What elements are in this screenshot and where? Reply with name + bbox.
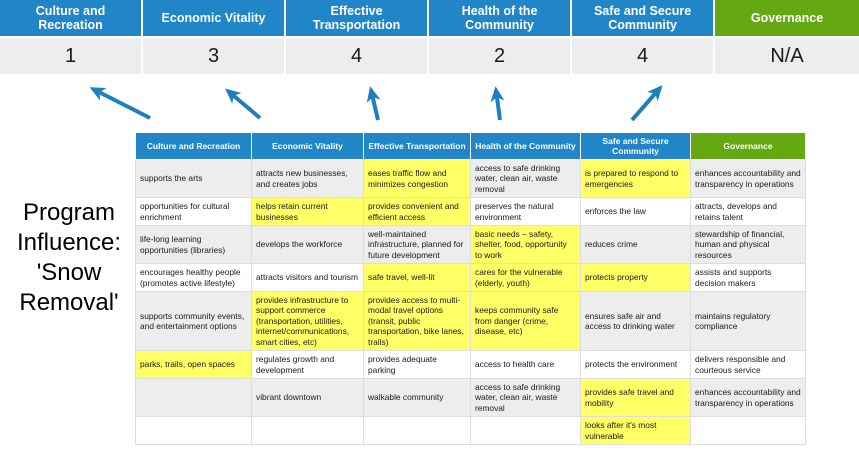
matrix-cell: life-long learning opportunities (librar… [135,225,252,265]
matrix-cell [690,416,806,445]
matrix-cell: regulates growth and development [251,350,364,379]
scorecard-header-economic-vitality: Economic Vitality [143,0,287,36]
matrix-body: supports the arts attracts new businesse… [135,158,806,445]
scorecard-column-safe-and-secure-community: Safe and Secure Community 4 [572,0,716,74]
matrix-row: opportunities for cultural enrichment he… [135,197,806,227]
scorecard-header-effective-transportation: Effective Transportation [286,0,430,36]
matrix-row: parks, trails, open spaces regulates gro… [135,350,806,379]
matrix-cell: access to health care [470,350,581,379]
scorecard-header-safe-and-secure-community: Safe and Secure Community [572,0,716,36]
matrix-cell [363,416,471,445]
matrix-cell: helps retain current businesses [251,197,364,227]
matrix-header-safe-and-secure-community: Safe and Secure Community [580,132,691,160]
matrix-cell: enhances accountability and transparency… [690,377,806,418]
caption-line-2: Influence: [16,229,122,256]
matrix-header-health-of-the-community: Health of the Community [470,132,581,160]
matrix-cell: keeps community safe from danger (crime,… [470,291,581,352]
matrix-cell: enhances accountability and transparency… [690,158,806,199]
matrix-cell [135,377,252,418]
matrix-cell: is prepared to respond to emergencies [580,158,691,199]
matrix-cell: access to safe drinking water, clean air… [470,158,581,199]
matrix-row: looks after it's most vulnerable [135,416,806,445]
scorecard-header-culture-and-recreation: Culture and Recreation [0,0,144,36]
caption-line-4: Removal' [19,289,119,316]
matrix-cell [135,416,252,445]
matrix-cell: looks after it's most vulnerable [580,416,691,445]
matrix-cell: provides convenient and efficient access [363,197,471,227]
scorecard-column-health-of-the-community: Health of the Community 2 [429,0,573,74]
scorecard-header-health-of-the-community: Health of the Community [429,0,573,36]
scorecard-value-effective-transportation: 4 [286,36,430,74]
matrix-cell: reduces crime [580,225,691,265]
matrix-cell: provides adequate parking [363,350,471,379]
matrix-cell: provides safe travel and mobility [580,377,691,418]
scorecard-column-governance: Governance N/A [715,0,859,74]
scorecard-value-culture-and-recreation: 1 [0,36,144,74]
program-influence-matrix: Culture and Recreation Economic Vitality… [135,132,806,445]
matrix-row: life-long learning opportunities (librar… [135,225,806,265]
matrix-cell: maintains regulatory compliance [690,291,806,352]
matrix-cell: cares for the vulnerable (elderly, youth… [470,263,581,293]
matrix-cell: attracts, develops and retains talent [690,197,806,227]
matrix-cell: enforces the law [580,197,691,227]
scorecard-value-health-of-the-community: 2 [429,36,573,74]
matrix-cell: provides infrastructure to support comme… [251,291,364,352]
matrix-row: supports the arts attracts new businesse… [135,158,806,199]
matrix-cell: opportunities for cultural enrichment [135,197,252,227]
matrix-cell: stewardship of financial, human and phys… [690,225,806,265]
matrix-cell: delivers responsible and courteous servi… [690,350,806,379]
scorecard-divider [0,76,859,80]
matrix-header-effective-transportation: Effective Transportation [363,132,471,160]
matrix-cell: encourages healthy people (promotes acti… [135,263,252,293]
matrix-cell [470,416,581,445]
matrix-cell: protects the environment [580,350,691,379]
matrix-cell: protects property [580,263,691,293]
matrix-row: supports community events, and entertain… [135,291,806,352]
connector-arrow-2 [225,88,262,120]
matrix-row: vibrant downtown walkable community acce… [135,377,806,418]
matrix-cell: basic needs – safety, shelter, food, opp… [470,225,581,265]
matrix-header-economic-vitality: Economic Vitality [251,132,364,160]
matrix-cell: develops the workforce [251,225,364,265]
matrix-cell: provides access to multi-modal travel op… [363,291,471,352]
matrix-cell: supports the arts [135,158,252,199]
matrix-cell: eases traffic flow and minimizes congest… [363,158,471,199]
scorecard-column-economic-vitality: Economic Vitality 3 [143,0,287,74]
matrix-cell: parks, trails, open spaces [135,350,252,379]
matrix-cell: ensures safe air and access to drinking … [580,291,691,352]
strategic-priorities-scorecard: Culture and Recreation 1 Economic Vitali… [0,0,859,74]
matrix-header-governance: Governance [690,132,806,160]
matrix-cell: access to safe drinking water, clean air… [470,377,581,418]
connector-arrow-3 [366,86,381,121]
matrix-cell: supports community events, and entertain… [135,291,252,352]
matrix-row: encourages healthy people (promotes acti… [135,263,806,293]
matrix-cell: preserves the natural environment [470,197,581,227]
scorecard-column-effective-transportation: Effective Transportation 4 [286,0,430,74]
matrix-cell: well-maintained infrastructure, planned … [363,225,471,265]
connector-arrow-5 [630,85,663,122]
scorecard-column-culture-and-recreation: Culture and Recreation 1 [0,0,144,74]
caption-line-3: 'Snow [36,259,102,286]
scorecard-value-economic-vitality: 3 [143,36,287,74]
connector-arrow-4 [490,86,505,121]
matrix-cell: assists and supports decision makers [690,263,806,293]
scorecard-header-governance: Governance [715,0,859,36]
scorecard-value-governance: N/A [715,36,859,74]
matrix-cell: attracts new businesses, and creates job… [251,158,364,199]
program-influence-caption: Program Influence: 'Snow Removal' [6,198,132,318]
matrix-cell: walkable community [363,377,471,418]
matrix-cell: attracts visitors and tourism [251,263,364,293]
matrix-cell: safe travel, well-lit [363,263,471,293]
matrix-header-culture-and-recreation: Culture and Recreation [135,132,252,160]
caption-line-1: Program [22,199,116,226]
matrix-cell: vibrant downtown [251,377,364,418]
matrix-cell [251,416,364,445]
connector-arrow-1 [89,87,151,120]
matrix-header-row: Culture and Recreation Economic Vitality… [135,132,806,160]
scorecard-value-safe-and-secure-community: 4 [572,36,716,74]
